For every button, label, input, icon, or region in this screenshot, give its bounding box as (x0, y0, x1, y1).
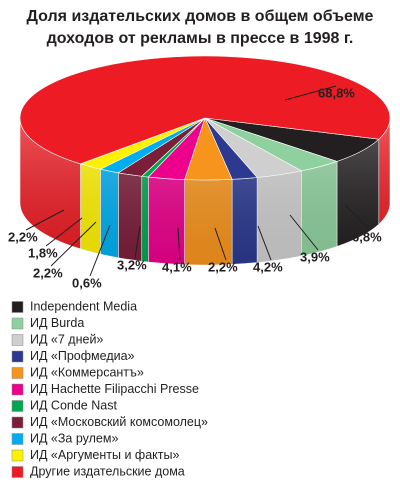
legend-label: ИД «Аргументы и факты» (30, 448, 179, 462)
pie-slice (19, 55, 391, 165)
value-label: 68,8% (318, 85, 355, 100)
leader-line (25, 209, 65, 231)
leader-line (177, 227, 181, 261)
legend-swatch (11, 416, 24, 429)
legend-label: ИД Burda (30, 316, 84, 330)
legend-swatch (11, 466, 24, 478)
value-label: 3,2% (117, 257, 147, 272)
leader-line (289, 214, 319, 251)
legend-swatch (11, 400, 24, 412)
legend-label: ИД «Профмедиа» (30, 349, 135, 363)
leader-line (284, 85, 337, 101)
legend-label: ИД «7 дней» (30, 332, 103, 346)
value-label: 2,2% (8, 229, 38, 244)
legend-label: ИД «Коммерсантъ» (30, 365, 144, 379)
value-label: 0,6% (72, 275, 102, 290)
legend-label: ИД Hachette Filipacchi Presse (30, 382, 199, 396)
legend-swatch (11, 433, 24, 445)
leader-line (134, 225, 141, 259)
legend-label: ИД Conde Nast (30, 398, 117, 412)
leader-line (45, 217, 83, 247)
pie-tops (19, 55, 391, 181)
value-label: 2,2% (33, 265, 63, 280)
legend-label: ИД «Московский комсомолец» (30, 415, 208, 429)
chart-title: Доля издательских домов в общем объеме (27, 8, 374, 25)
leader-line (50, 221, 97, 267)
legend-label: Другие издательские дома (30, 464, 185, 478)
value-label: 4,2% (253, 259, 283, 274)
legend-label: ИД «За рулем» (30, 431, 118, 445)
legend-swatch (11, 317, 24, 330)
legend-swatch (11, 350, 24, 363)
value-label: 2,2% (208, 259, 238, 274)
value-label: 3,9% (300, 249, 330, 264)
value-label: 1,8% (28, 245, 58, 260)
legend-swatch (11, 383, 24, 396)
legend-swatch (11, 301, 24, 313)
legend-swatch (11, 367, 24, 379)
value-label: 4,1% (162, 259, 192, 274)
chart-title: доходов от рекламы в прессе в 1998 г. (47, 30, 354, 47)
legend-swatch (11, 449, 24, 462)
leader-line (257, 225, 272, 261)
leader-line (344, 204, 371, 231)
leader-line (214, 227, 227, 261)
value-label: 6,8% (352, 229, 382, 244)
side-shade (20, 118, 390, 265)
legend-label: Independent Media (30, 299, 137, 313)
legend-swatch (11, 334, 24, 346)
leader-line (89, 224, 111, 277)
